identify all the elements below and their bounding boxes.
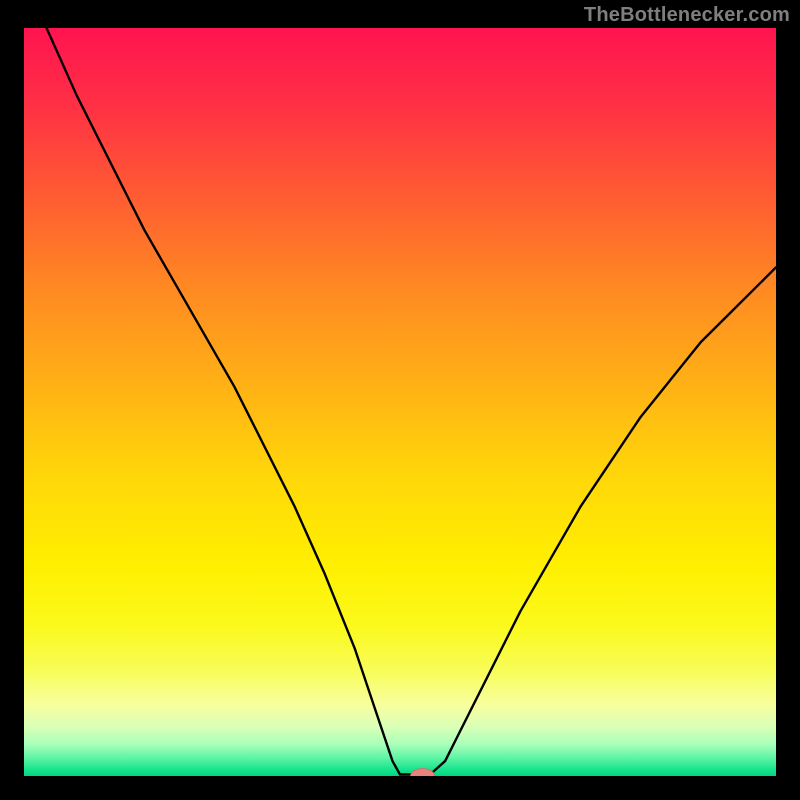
plot-area <box>24 28 776 776</box>
plot-svg <box>24 28 776 776</box>
watermark-text: TheBottlenecker.com <box>584 4 790 27</box>
chart-frame: TheBottlenecker.com <box>0 0 800 800</box>
plot-background <box>24 28 776 776</box>
